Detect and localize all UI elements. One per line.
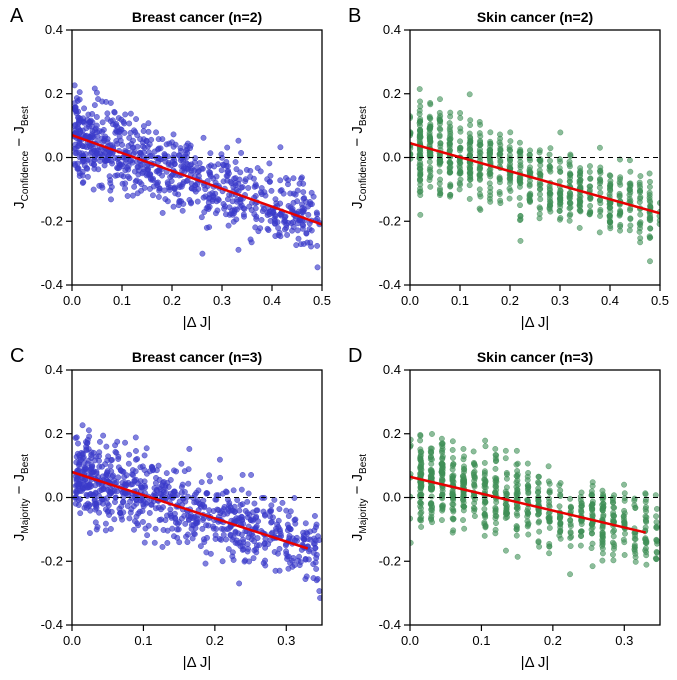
ytick-label: 0.0 <box>383 490 401 505</box>
xtick-label: 0.4 <box>601 293 619 308</box>
x-axis-label: |Δ J| <box>521 314 550 331</box>
ytick-label: -0.4 <box>41 277 63 292</box>
panel-letter: C <box>10 345 24 367</box>
x-axis-label: |Δ J| <box>183 654 212 671</box>
xtick-label: 0.3 <box>615 633 633 648</box>
ytick-label: 0.0 <box>383 150 401 165</box>
xtick-label: 0.1 <box>134 633 152 648</box>
xtick-label: 0.2 <box>544 633 562 648</box>
panel-title: Skin cancer (n=3) <box>477 349 593 365</box>
xtick-label: 0.1 <box>451 293 469 308</box>
panel-D: 0.0 0.1 0.2 0.3 -0.4 -0.2 0.0 0.2 0.4 |Δ J| JMajor… <box>338 340 676 680</box>
xtick-label: 0.4 <box>263 293 281 308</box>
y-axis-label: JMajority − JBest <box>11 454 31 541</box>
xtick-label: 0.3 <box>551 293 569 308</box>
ytick-label: -0.2 <box>41 553 63 568</box>
y-axis-label: JConfidence − JBest <box>11 106 31 209</box>
ytick-label: 0.4 <box>45 22 63 37</box>
ytick-label: 0.0 <box>45 150 63 165</box>
xtick-label: 0.0 <box>401 293 419 308</box>
ytick-label: 0.2 <box>383 426 401 441</box>
ytick-label: -0.2 <box>41 213 63 228</box>
ytick-label: -0.4 <box>379 277 401 292</box>
xtick-label: 0.2 <box>501 293 519 308</box>
xtick-label: 0.1 <box>113 293 131 308</box>
figure-root: 0.0 0.1 0.2 0.3 0.4 0.5 -0.4 -0.2 0.0 0.2 0.4 |Δ J|… <box>0 0 677 680</box>
panel-A: 0.0 0.1 0.2 0.3 0.4 0.5 -0.4 -0.2 0.0 0.2 0.4 |Δ J|… <box>0 0 338 340</box>
x-axis-label: |Δ J| <box>521 654 550 671</box>
panel-title: Skin cancer (n=2) <box>477 9 593 25</box>
xtick-label: 0.3 <box>213 293 231 308</box>
ytick-label: 0.2 <box>383 86 401 101</box>
xtick-label: 0.2 <box>206 633 224 648</box>
scatter-points <box>72 83 322 270</box>
panel-letter: A <box>10 5 24 27</box>
ytick-label: 0.4 <box>45 362 63 377</box>
panel-B: 0.0 0.1 0.2 0.3 0.4 0.5 -0.4 -0.2 0.0 0.2 0.4 |Δ J|… <box>338 0 676 340</box>
ytick-label: -0.2 <box>379 553 401 568</box>
ytick-label: 0.4 <box>383 22 401 37</box>
xtick-label: 0.3 <box>277 633 295 648</box>
panel-title: Breast cancer (n=3) <box>132 349 262 365</box>
ytick-label: 0.4 <box>383 362 401 377</box>
xtick-label: 0.0 <box>63 633 81 648</box>
xtick-label: 0.0 <box>63 293 81 308</box>
panel-title: Breast cancer (n=2) <box>132 9 262 25</box>
xtick-label: 0.0 <box>401 633 419 648</box>
xtick-label: 0.1 <box>472 633 490 648</box>
xtick-label: 0.5 <box>313 293 331 308</box>
scatter-points <box>407 431 659 577</box>
ytick-label: -0.4 <box>41 617 63 632</box>
xtick-label: 0.2 <box>163 293 181 308</box>
ytick-label: -0.4 <box>379 617 401 632</box>
xtick-label: 0.5 <box>651 293 669 308</box>
panel-C: 0.0 0.1 0.2 0.3 -0.4 -0.2 0.0 0.2 0.4 |Δ J| JMajor… <box>0 340 338 680</box>
x-axis-label: |Δ J| <box>183 314 212 331</box>
y-axis-label: JConfidence − JBest <box>349 106 369 209</box>
panel-letter: B <box>348 5 361 27</box>
y-axis-label: JMajority − JBest <box>349 454 369 541</box>
ytick-label: -0.2 <box>379 213 401 228</box>
ytick-label: 0.0 <box>45 490 63 505</box>
panel-letter: D <box>348 345 362 367</box>
ytick-label: 0.2 <box>45 86 63 101</box>
ytick-label: 0.2 <box>45 426 63 441</box>
scatter-points <box>407 86 662 264</box>
